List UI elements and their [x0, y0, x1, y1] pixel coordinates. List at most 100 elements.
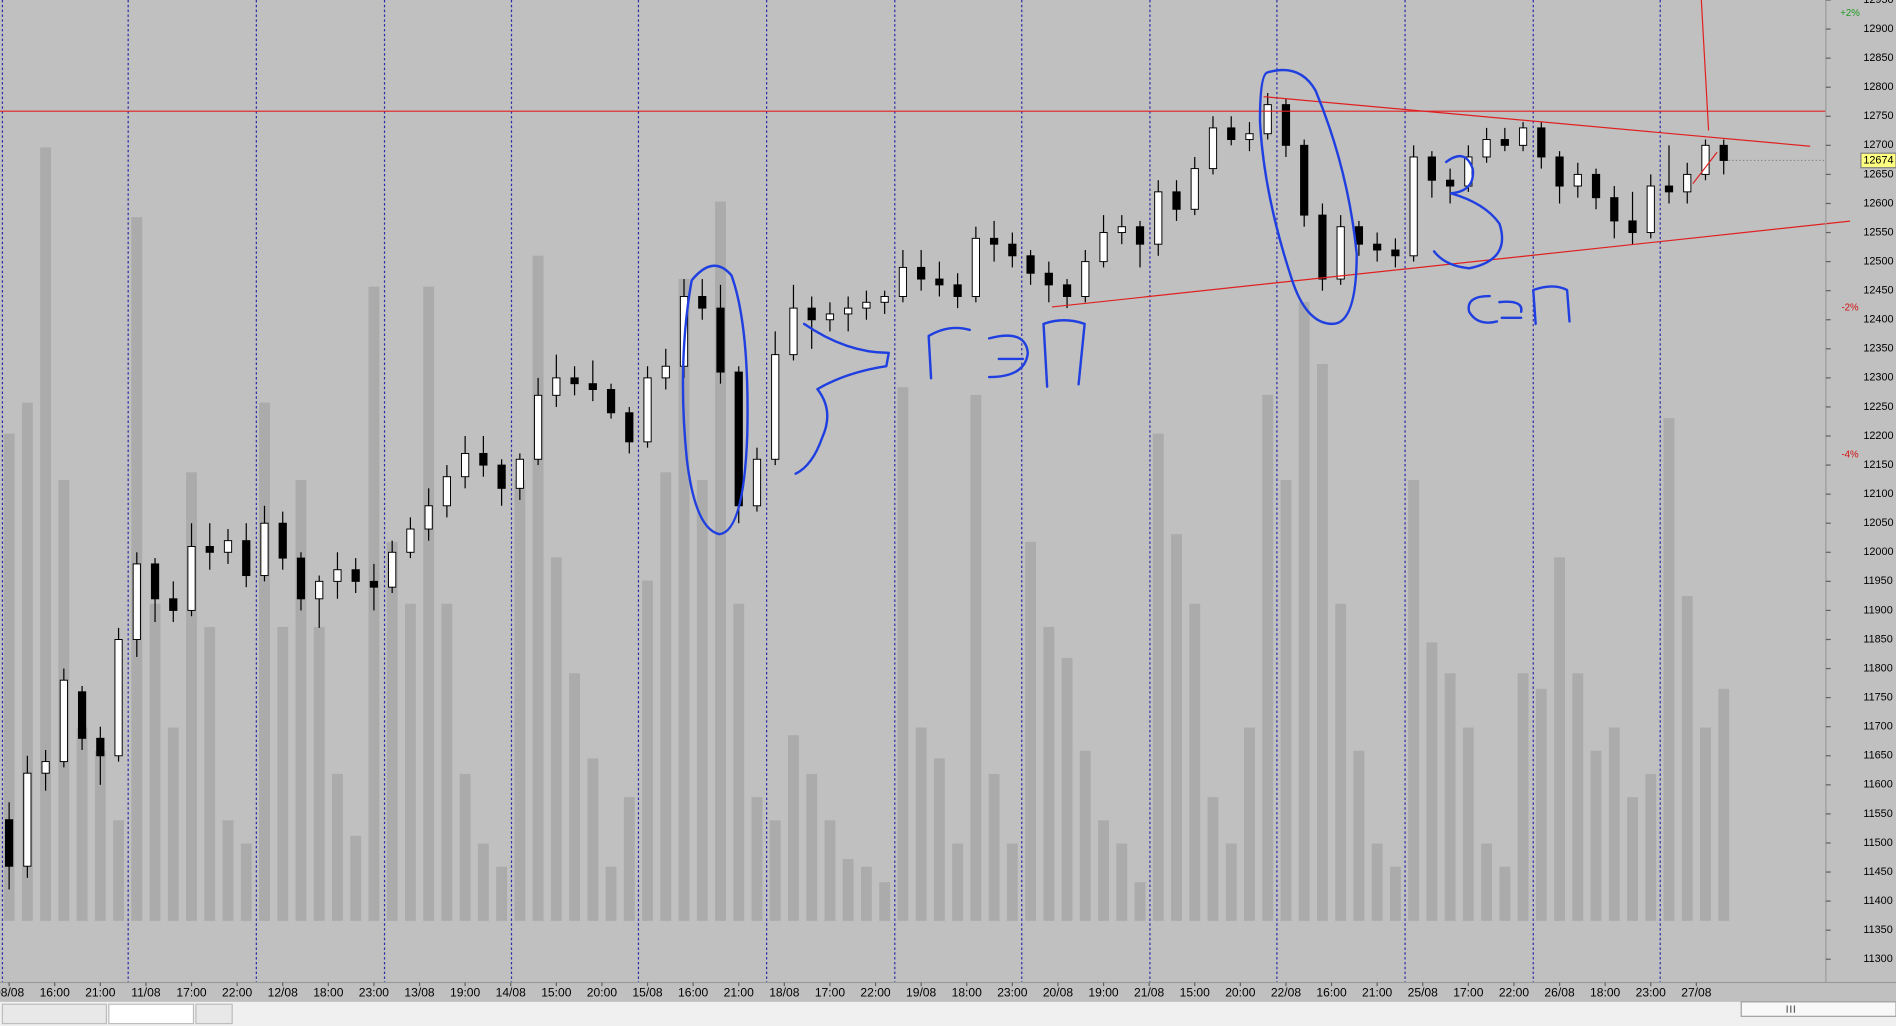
- volume-bar: [1061, 657, 1073, 921]
- volume-bar: [660, 472, 672, 921]
- candle-body: [1683, 173, 1692, 193]
- candle-body: [789, 307, 798, 356]
- volume-bar: [1462, 727, 1474, 921]
- tab[interactable]: [195, 1003, 233, 1025]
- candle-body: [1646, 185, 1655, 234]
- volume-bar: [860, 866, 872, 921]
- candle-body: [187, 545, 196, 611]
- y-tick-label: 12550: [1863, 226, 1893, 238]
- candle-body: [989, 237, 999, 245]
- scroll-grip: [1786, 1005, 1796, 1013]
- volume-bar: [1189, 603, 1201, 921]
- blue-letter: [1042, 319, 1086, 388]
- volume-bar: [167, 727, 179, 921]
- candle-body: [1701, 144, 1710, 175]
- blue-letter: [1467, 294, 1499, 324]
- x-tick-label: 16:00: [40, 986, 71, 1000]
- volume-bar: [1207, 797, 1219, 921]
- candle-body: [461, 452, 470, 478]
- volume-bar: [514, 480, 526, 921]
- volume-bar: [842, 858, 854, 921]
- tab[interactable]: [1, 1003, 108, 1025]
- volume-bar: [915, 727, 927, 921]
- red-trend-line: [1692, 151, 1718, 185]
- tab[interactable]: [108, 1003, 195, 1025]
- candle-body: [1154, 191, 1163, 245]
- candle-body: [1391, 249, 1400, 257]
- blue-scribble: [1432, 154, 1504, 270]
- candle-body: [77, 691, 87, 739]
- y-tick-label: 12900: [1863, 23, 1893, 35]
- candle-body: [442, 476, 452, 507]
- candle-body: [606, 389, 616, 414]
- candle-body: [296, 557, 306, 600]
- candle-body: [242, 540, 251, 577]
- volume-bar: [715, 201, 726, 921]
- volume-bar: [1316, 363, 1328, 921]
- volume-bar: [3, 433, 15, 921]
- x-tick-label: 22:00: [1499, 986, 1530, 1000]
- candle-body: [1300, 144, 1309, 216]
- candle-body: [880, 296, 889, 303]
- candle-body: [1610, 197, 1619, 222]
- x-tick-label: 14/08: [496, 986, 527, 1000]
- blue-ellipse: [1258, 68, 1358, 326]
- x-tick-label: 22:00: [222, 986, 253, 1000]
- candle-body: [96, 737, 105, 757]
- candle-body: [1117, 226, 1126, 234]
- y-tick-label: 11350: [1863, 924, 1892, 936]
- x-tick-label: 18:00: [1590, 986, 1621, 1000]
- volume-bar: [1700, 727, 1711, 921]
- volume-bar: [1608, 727, 1620, 921]
- volume-bar: [1134, 882, 1146, 921]
- x-tick-label: 12/08: [268, 986, 299, 1000]
- candle-body: [1409, 156, 1418, 257]
- volume-bar: [642, 580, 653, 921]
- x-tick-label: 26/08: [1544, 986, 1575, 1000]
- candle-body: [1427, 156, 1436, 181]
- candle-body: [114, 639, 123, 757]
- candle-body: [1263, 104, 1272, 135]
- blue-ellipse: [681, 264, 749, 536]
- volume-bar: [1335, 603, 1347, 921]
- candle-body: [844, 307, 853, 315]
- x-tick-label: 19:00: [450, 986, 481, 1000]
- candle-body: [1446, 179, 1455, 187]
- candle-body: [1719, 144, 1728, 161]
- volume-bar: [1481, 843, 1493, 921]
- candle-body: [917, 266, 926, 280]
- x-tick-label: 27/08: [1681, 986, 1712, 1000]
- candle-body: [734, 371, 743, 507]
- volume-bar: [1572, 673, 1584, 921]
- candle-body: [971, 237, 980, 297]
- y-tick-label: 12600: [1863, 197, 1893, 209]
- x-tick-label: 17:00: [176, 986, 207, 1000]
- volume-bar: [1554, 557, 1565, 921]
- volume-bar: [1298, 302, 1310, 921]
- volume-bar: [1280, 480, 1292, 921]
- volume-bar: [277, 626, 289, 921]
- candle-body: [150, 563, 160, 600]
- volume-bar: [21, 402, 33, 921]
- volume-bar: [1006, 843, 1018, 921]
- y-tick-label: 12350: [1863, 343, 1893, 355]
- candle-body: [1281, 104, 1291, 146]
- candle-body: [5, 819, 14, 867]
- x-tick-label: 15:00: [1180, 986, 1211, 1000]
- y-tick-label: 12750: [1863, 110, 1893, 122]
- candle-body: [825, 313, 835, 321]
- volume-bar: [824, 820, 836, 921]
- blue-letter: [1532, 285, 1571, 326]
- y-tick-label: 11750: [1863, 692, 1892, 704]
- candle-body: [351, 569, 360, 582]
- volume-bar: [769, 820, 781, 921]
- volume-bar: [1426, 642, 1438, 921]
- y-tick-label: 12100: [1863, 488, 1893, 500]
- volume-bar: [1353, 750, 1365, 921]
- volume-bar: [623, 797, 635, 921]
- y-tick-label: 11400: [1863, 895, 1892, 907]
- scroll-thumb[interactable]: [1740, 1001, 1896, 1017]
- candle-body: [515, 458, 524, 489]
- x-tick-label: 20:00: [1225, 986, 1256, 1000]
- candle-body: [953, 284, 962, 297]
